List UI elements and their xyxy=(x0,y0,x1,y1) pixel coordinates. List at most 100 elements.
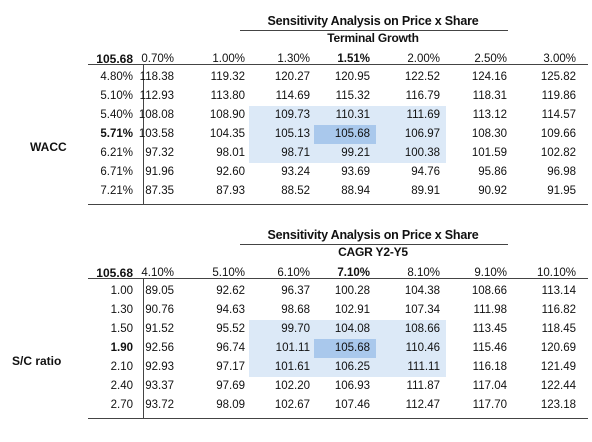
row-header: 4.80% xyxy=(100,71,133,83)
row-header: 5.71% xyxy=(100,128,133,140)
sensitivity-table-1: Sensitivity Analysis on Price x Share Ter… xyxy=(0,14,592,208)
table-cell: 114.69 xyxy=(275,90,310,102)
table-cell: 105.68 xyxy=(334,342,370,354)
table-cell: 97.69 xyxy=(216,380,245,392)
table-cell: 102.91 xyxy=(334,304,370,316)
table-cell: 104.35 xyxy=(209,128,245,140)
table-cell: 101.11 xyxy=(275,342,310,354)
table-cell: 120.95 xyxy=(334,71,370,83)
table-cell: 98.09 xyxy=(216,399,245,411)
table-cell: 97.32 xyxy=(145,147,174,159)
row-header: 1.50 xyxy=(110,323,133,335)
table-cell: 110.46 xyxy=(405,342,440,354)
row-header: 5.40% xyxy=(100,109,133,121)
table-cell: 93.69 xyxy=(341,166,370,178)
table-cell: 93.72 xyxy=(145,399,174,411)
table-cell: 115.46 xyxy=(472,342,507,354)
table-cell: 96.37 xyxy=(281,285,310,297)
table-cell: 106.93 xyxy=(334,380,370,392)
title-rule xyxy=(240,30,508,31)
column-header: 8.10% xyxy=(407,267,440,279)
table-cell: 99.21 xyxy=(341,147,370,159)
table-cell: 118.45 xyxy=(541,323,576,335)
column-header: 5.10% xyxy=(212,267,245,279)
table-cell: 114.57 xyxy=(541,109,576,121)
table-cell: 106.97 xyxy=(404,128,440,140)
table-cell: 115.32 xyxy=(335,90,370,102)
row-header: 2.10 xyxy=(110,361,133,373)
table-cell: 89.05 xyxy=(145,285,174,297)
table-cell: 108.08 xyxy=(138,109,174,121)
table-cell: 92.60 xyxy=(216,166,245,178)
column-header: 10.10% xyxy=(536,267,576,279)
table-cell: 120.27 xyxy=(274,71,310,83)
table-subtitle: CAGR Y2-Y5 xyxy=(338,245,408,259)
table-cell: 111.11 xyxy=(407,361,440,373)
table-cell: 105.68 xyxy=(334,128,370,140)
row-header: 1.90 xyxy=(110,342,133,354)
table-cell: 91.95 xyxy=(547,185,576,197)
table-cell: 88.52 xyxy=(281,185,310,197)
table-title: Sensitivity Analysis on Price x Share xyxy=(267,14,479,28)
bottom-rule xyxy=(88,204,588,205)
table-cell: 94.76 xyxy=(411,166,440,178)
header-rule xyxy=(88,64,588,65)
base-case-highlight xyxy=(314,125,376,144)
row-header: 6.71% xyxy=(100,166,133,178)
table-cell: 104.08 xyxy=(334,323,370,335)
row-axis-label: S/C ratio xyxy=(12,354,62,368)
table-cell: 87.35 xyxy=(145,185,174,197)
table-cell: 92.62 xyxy=(216,285,245,297)
table-cell: 117.70 xyxy=(472,399,507,411)
table-cell: 87.93 xyxy=(216,185,245,197)
table-cell: 89.91 xyxy=(411,185,440,197)
table-cell: 124.16 xyxy=(471,71,507,83)
table-cell: 112.93 xyxy=(139,90,174,102)
table-cell: 113.45 xyxy=(472,323,507,335)
table-cell: 102.82 xyxy=(540,147,576,159)
table-cell: 100.38 xyxy=(404,147,440,159)
column-header: 4.10% xyxy=(141,267,174,279)
table-subtitle: Terminal Growth xyxy=(327,31,419,45)
table-cell: 119.32 xyxy=(210,71,245,83)
column-header: 7.10% xyxy=(337,267,370,279)
table-cell: 116.18 xyxy=(472,361,507,373)
row-header: 7.21% xyxy=(100,185,133,197)
table-cell: 118.31 xyxy=(472,90,507,102)
column-header: 0.70% xyxy=(141,53,174,65)
base-value: 105.68 xyxy=(96,52,133,66)
table-cell: 111.87 xyxy=(406,380,440,392)
table-cell: 108.90 xyxy=(209,109,245,121)
table-cell: 120.69 xyxy=(540,342,576,354)
table-cell: 105.13 xyxy=(274,128,310,140)
table-cell: 91.96 xyxy=(145,166,174,178)
table-cell: 95.86 xyxy=(478,166,507,178)
table-cell: 92.56 xyxy=(145,342,174,354)
table-cell: 90.76 xyxy=(145,304,174,316)
title-rule xyxy=(240,244,508,245)
table-cell: 106.25 xyxy=(334,361,370,373)
table-cell: 93.24 xyxy=(281,166,310,178)
table-cell: 101.61 xyxy=(274,361,310,373)
column-header: 1.51% xyxy=(337,53,370,65)
table-cell: 96.98 xyxy=(547,166,576,178)
table-cell: 111.69 xyxy=(406,109,440,121)
table-cell: 98.01 xyxy=(216,147,245,159)
table-cell: 108.30 xyxy=(471,128,507,140)
table-cell: 93.37 xyxy=(145,380,174,392)
table-cell: 91.52 xyxy=(145,323,174,335)
table-cell: 98.68 xyxy=(281,304,310,316)
column-header: 6.10% xyxy=(277,267,310,279)
row-axis-label: WACC xyxy=(30,140,67,154)
sensitivity-table-2: Sensitivity Analysis on Price x Share CAG… xyxy=(0,228,592,422)
table-cell: 107.46 xyxy=(334,399,370,411)
table-cell: 110.31 xyxy=(335,109,370,121)
table-cell: 99.70 xyxy=(281,323,310,335)
base-value: 105.68 xyxy=(96,266,133,280)
row-header: 2.70 xyxy=(110,399,133,411)
table-cell: 113.80 xyxy=(210,90,245,102)
table-cell: 111.98 xyxy=(473,304,507,316)
table-cell: 90.92 xyxy=(478,185,507,197)
table-cell: 113.12 xyxy=(472,109,507,121)
column-header: 2.00% xyxy=(407,53,440,65)
